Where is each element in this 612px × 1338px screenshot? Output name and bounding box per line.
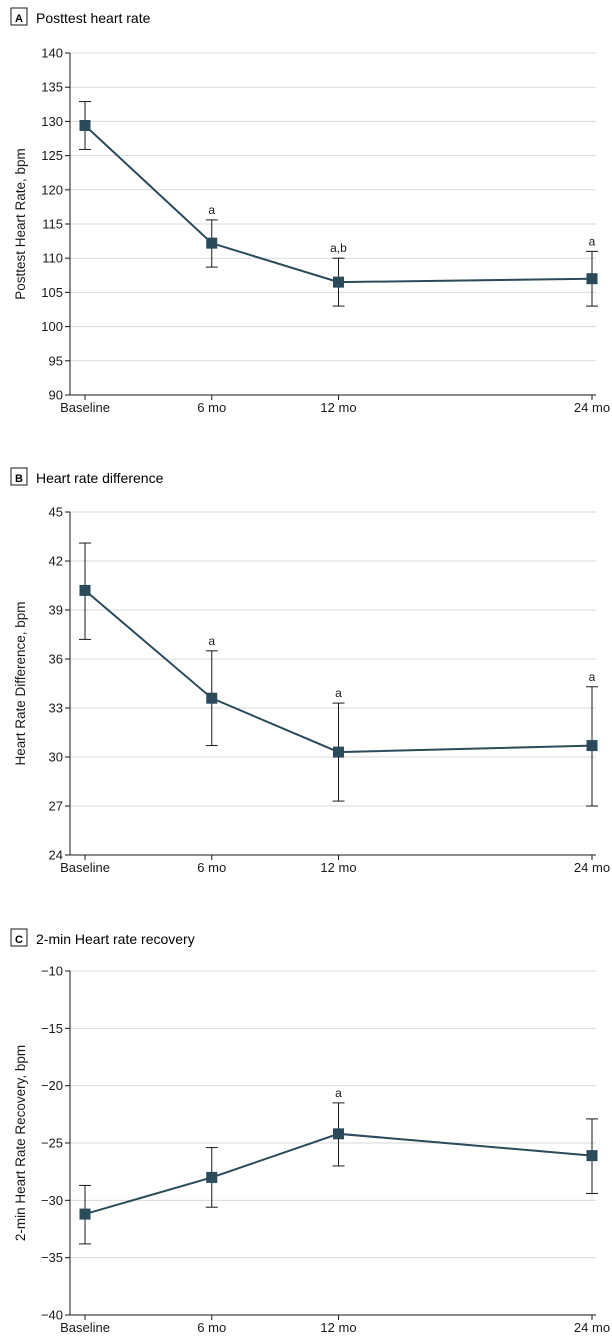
x-tick-label: 6 mo xyxy=(197,860,226,875)
y-tick-label: 110 xyxy=(42,251,63,266)
x-tick-label: 24 mo xyxy=(574,1320,610,1335)
y-tick-label: 95 xyxy=(49,353,63,368)
significance-annotation: a xyxy=(335,1086,342,1100)
y-tick-label: −20 xyxy=(41,1078,63,1093)
y-tick-label: 45 xyxy=(49,505,63,520)
panel-letter: B xyxy=(15,473,23,485)
x-tick-label: 12 mo xyxy=(320,400,356,415)
y-axis-label: Posttest Heart Rate, bpm xyxy=(13,148,28,300)
y-tick-label: 125 xyxy=(41,148,63,163)
y-tick-label: 42 xyxy=(49,554,63,569)
y-tick-label: 135 xyxy=(41,80,63,95)
y-tick-label: −15 xyxy=(41,1021,63,1036)
x-tick-label: Baseline xyxy=(60,860,110,875)
data-point xyxy=(333,276,344,288)
significance-annotation: a xyxy=(589,670,596,684)
x-tick-label: 24 mo xyxy=(574,860,610,875)
y-tick-label: 33 xyxy=(49,701,63,716)
series-line xyxy=(84,1132,593,1216)
y-tick-label: 90 xyxy=(49,388,63,403)
x-tick-label: Baseline xyxy=(60,400,110,415)
y-tick-label: −30 xyxy=(41,1193,63,1208)
panel-title: Heart rate difference xyxy=(36,470,164,486)
y-tick-label: −25 xyxy=(41,1136,63,1151)
data-point xyxy=(333,1128,344,1140)
data-point xyxy=(586,273,598,285)
data-point xyxy=(79,584,91,596)
significance-annotation: a,b xyxy=(330,241,347,255)
y-tick-label: 24 xyxy=(49,848,63,863)
y-tick-label: 105 xyxy=(41,285,63,300)
significance-annotation: a xyxy=(589,234,596,248)
panel-title: Posttest heart rate xyxy=(36,10,151,26)
panel-letter-box xyxy=(10,928,28,947)
data-point xyxy=(333,746,344,758)
y-tick-label: −40 xyxy=(41,1308,63,1323)
panel-title: 2-min Heart rate recovery xyxy=(36,931,195,947)
data-point xyxy=(79,1208,91,1220)
x-tick-label: 12 mo xyxy=(320,1320,356,1335)
panel-letter: A xyxy=(15,13,23,25)
data-point xyxy=(79,120,91,132)
data-point xyxy=(586,1150,598,1162)
panel-letter: C xyxy=(15,934,23,946)
panel-letter-box xyxy=(10,7,28,26)
data-point xyxy=(206,237,218,249)
panel-letter-box xyxy=(10,467,28,486)
panel-c: C 2-min Heart rate recovery −40 −35 −30 −25 −2… xyxy=(10,928,610,1335)
y-tick-label: 100 xyxy=(41,319,63,334)
y-tick-label: 36 xyxy=(49,652,63,667)
significance-annotation: a xyxy=(335,686,342,700)
significance-annotation: a xyxy=(208,203,215,217)
y-tick-label: −10 xyxy=(41,964,63,979)
y-tick-label: 27 xyxy=(49,799,63,814)
series-line xyxy=(84,589,593,754)
y-axis-label: 2-min Heart Rate Recovery, bpm xyxy=(13,1045,28,1241)
significance-annotation: a xyxy=(208,634,215,648)
y-tick-label: 140 xyxy=(41,46,63,61)
y-tick-label: 115 xyxy=(42,217,63,232)
panel-a: A Posttest heart rate 90 95 100 105 110 115 120 1… xyxy=(10,7,610,415)
y-tick-label: 120 xyxy=(41,182,63,197)
data-point xyxy=(206,692,218,704)
y-tick-label: 30 xyxy=(49,750,63,765)
x-tick-label: Baseline xyxy=(60,1320,110,1335)
y-tick-label: 130 xyxy=(41,114,63,129)
series-line xyxy=(84,124,593,284)
data-point xyxy=(586,740,598,752)
x-tick-label: 12 mo xyxy=(320,860,356,875)
panel-b: B Heart rate difference 24 27 30 33 36 39 42 45 Ba… xyxy=(10,467,610,875)
x-tick-label: 6 mo xyxy=(197,1320,226,1335)
y-axis-label: Heart Rate Difference, bpm xyxy=(13,601,28,765)
y-tick-label: 39 xyxy=(49,603,63,618)
y-tick-label: −35 xyxy=(41,1250,63,1265)
x-tick-label: 24 mo xyxy=(574,400,610,415)
data-point xyxy=(206,1171,218,1183)
x-tick-label: 6 mo xyxy=(197,400,226,415)
